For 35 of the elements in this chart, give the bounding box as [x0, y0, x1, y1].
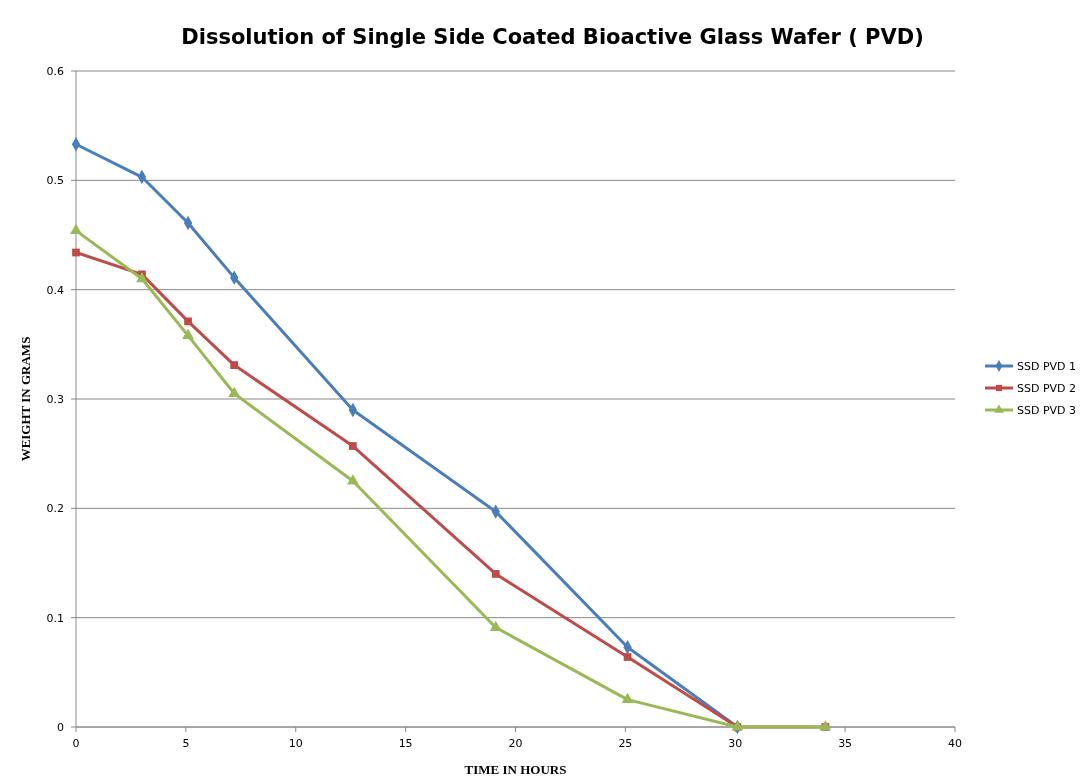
x-tick-label: 5 — [182, 737, 190, 750]
legend-label: SSD PVD 1 — [1017, 359, 1077, 373]
point — [347, 474, 359, 485]
x-tick-label: 35 — [838, 737, 853, 750]
y-tick-label: 0.4 — [46, 283, 64, 297]
legend-label: SSD PVD 3 — [1017, 403, 1077, 417]
y-tick-label: 0.5 — [46, 174, 64, 188]
point — [489, 620, 502, 631]
point — [623, 653, 632, 661]
y-tick-label: 0.6 — [46, 64, 64, 78]
y-tick-label: 0.3 — [46, 392, 64, 406]
point — [182, 328, 194, 339]
x-tick-label: 40 — [948, 737, 962, 750]
x-tick-label: 20 — [508, 737, 523, 750]
point — [621, 692, 634, 704]
x-tick-label: 10 — [288, 737, 303, 750]
point — [228, 386, 241, 397]
point — [491, 570, 500, 578]
y-tick-label: 0.1 — [46, 611, 64, 625]
point — [230, 361, 239, 369]
y-axis-title: WEIGHT IN GRAMS — [18, 336, 33, 462]
point — [70, 223, 82, 235]
x-axis-title: TIME IN HOURS — [464, 762, 567, 777]
y-tick-label: 0 — [57, 720, 64, 734]
point — [184, 317, 192, 326]
y-tick-label: 0.2 — [46, 502, 64, 516]
x-tick-label: 30 — [728, 737, 743, 750]
x-tick-label: 15 — [398, 737, 413, 750]
point — [72, 248, 80, 257]
x-tick-label: 0 — [72, 737, 80, 750]
point — [349, 442, 357, 450]
legend-label: SSD PVD 2 — [1017, 381, 1077, 395]
chart-title: Dissolution of Single Side Coated Bioactive Glass Wafer ( PVD) — [181, 25, 924, 49]
point — [136, 271, 148, 283]
x-tick-label: 25 — [618, 737, 633, 750]
